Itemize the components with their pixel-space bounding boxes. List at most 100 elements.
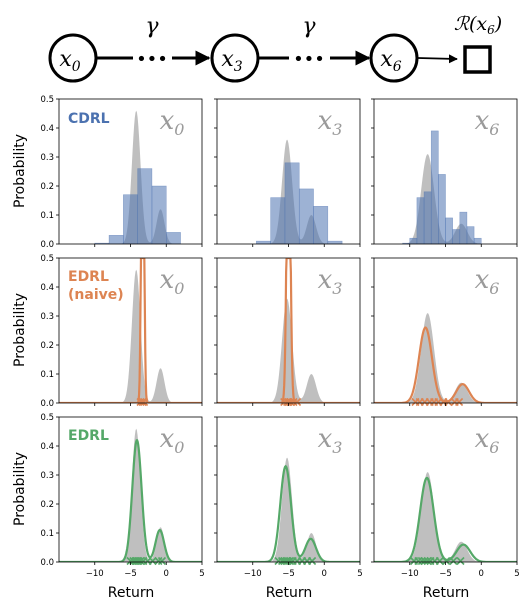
expectile-marker [442,556,451,566]
y-axis-label-row-1: Probability [12,293,28,367]
panel-cdrl-x3: x3 [214,98,361,247]
ellipsis-1: ••• [136,49,168,70]
ellipsis-2: ••• [293,49,325,70]
x-tick-label: −5 [439,569,452,579]
cdrl-histogram-bar [438,174,446,244]
y-tick-label: 0.2 [40,341,54,351]
edrl-density-curve [374,476,517,562]
cdrl-histogram-bar [430,130,439,244]
x-axis-label-col-1: Return [266,585,312,601]
discount-gamma-2: γ [302,14,316,39]
state-watermark: x6 [475,106,500,139]
true-return-distribution [59,269,202,403]
state-node-x3: x3 [210,33,260,83]
panel-naive-x6: x6 [371,257,518,407]
panel-edrl-x0: 0.0 0.1 0.2 0.3 0.4 0.5 −10 −5 0 5 x0 [40,413,204,579]
cdrl-histogram-bar [459,211,468,244]
y-axis-label-row-0: Probability [12,134,28,208]
cdrl-histogram-bar [166,232,181,244]
cdrl-histogram-bar [423,191,432,244]
edrl-naive-density-curve [374,326,517,403]
x-tick-label: 0 [322,569,327,579]
y-tick-label: 0.2 [40,500,54,510]
svg-text:x0: x0 [59,47,80,75]
panel-edrl-x6: −10 −5 0 5 x6 [371,416,520,579]
y-tick-label: 0.1 [40,370,54,380]
panel-naive-x3: x3 [214,257,361,407]
cdrl-histogram-bar [416,197,425,244]
y-tick-label: 0.4 [40,442,54,452]
row-label-cdrl: CDRL [68,111,110,127]
x-tick-label: −10 [244,569,262,579]
cdrl-histogram-bar [108,235,124,244]
cdrl-histogram-bar [473,237,482,244]
panel-edrl-x3: −10 −5 0 5 x3 [214,416,363,579]
x-axis-label-col-0: Return [108,585,154,601]
cdrl-histogram-bar [256,240,271,244]
expectile-marker [435,556,444,566]
cdrl-histogram-bar [151,185,167,244]
y-tick-label: 0.4 [40,124,54,134]
y-tick-label: 0.1 [40,529,54,539]
reward-label: ℛ(x6) [454,13,502,37]
x-tick-label: 0 [479,569,484,579]
terminal-reward-node [463,45,492,74]
expectile-marker [285,556,294,566]
x-tick-label: −10 [86,569,104,579]
y-tick-label: 0.3 [40,153,54,163]
cdrl-histogram-bar [270,197,286,244]
y-tick-label: 0.0 [40,240,54,250]
cdrl-histogram-bar [409,237,418,244]
cdrl-histogram-bar [466,226,475,244]
y-tick-label: 0.1 [40,211,54,221]
state-watermark: x3 [318,265,343,298]
y-tick-label: 0.3 [40,471,54,481]
panel-naive-x0: 0.0 0.1 0.2 0.3 0.4 0.5 x0 [40,254,203,409]
cdrl-histogram-bar [452,229,461,244]
state-node-x0: x0 [48,33,98,83]
true-return-distribution [217,457,360,562]
y-tick-label: 0.5 [40,95,54,105]
svg-text:x6: x6 [380,47,401,75]
expectile-marker [444,397,453,407]
state-watermark: x3 [318,106,343,139]
x-tick-label: 5 [199,569,204,579]
panel-cdrl-x0: 0.0 0.1 0.2 0.3 0.4 0.5 x0 [40,95,203,250]
cdrl-histogram-bar [327,240,343,244]
y-tick-label: 0.3 [40,312,54,322]
edrl-density-curve [59,439,202,562]
state-watermark: x0 [160,106,185,139]
expectile-marker [308,556,317,566]
y-tick-label: 0.2 [40,182,54,192]
cdrl-histogram-bar [284,162,300,244]
y-tick-label: 0.5 [40,254,54,264]
x-tick-label: 5 [357,569,362,579]
expectile-marker [157,556,167,566]
x-tick-label: 0 [164,569,169,579]
y-tick-label: 0.4 [40,283,54,293]
true-return-distribution [374,472,517,562]
y-axis-label-row-2: Probability [12,452,28,526]
discount-gamma-1: γ [145,14,159,39]
state-watermark: x6 [475,265,500,298]
row-label-edrl: EDRL [68,428,109,444]
cdrl-histogram-bar [445,217,453,244]
cdrl-histogram-bar [137,168,153,244]
expectile-marker [140,397,149,407]
row-label-edrl-naive: EDRL (naive) [68,269,124,303]
y-tick-label: 0.5 [40,413,54,423]
edrl-density-curve [217,464,360,562]
true-return-distribution [59,428,202,562]
expectile-marker [136,556,145,566]
x-axis-label-col-2: Return [423,585,469,601]
expectile-marker [138,397,147,407]
true-return-distribution [374,313,517,403]
cdrl-histogram-bar [298,188,314,244]
x-tick-label: −5 [282,569,295,579]
expectile-marker [293,397,302,407]
expectile-marker [455,397,464,407]
mdp-chain-diagram: ••• ••• γ γ x0 x3 x6 ℛ(x6) [48,13,502,83]
x-tick-label: −5 [124,569,137,579]
state-watermark: x6 [475,424,500,457]
cdrl-histogram-bar [123,194,138,244]
